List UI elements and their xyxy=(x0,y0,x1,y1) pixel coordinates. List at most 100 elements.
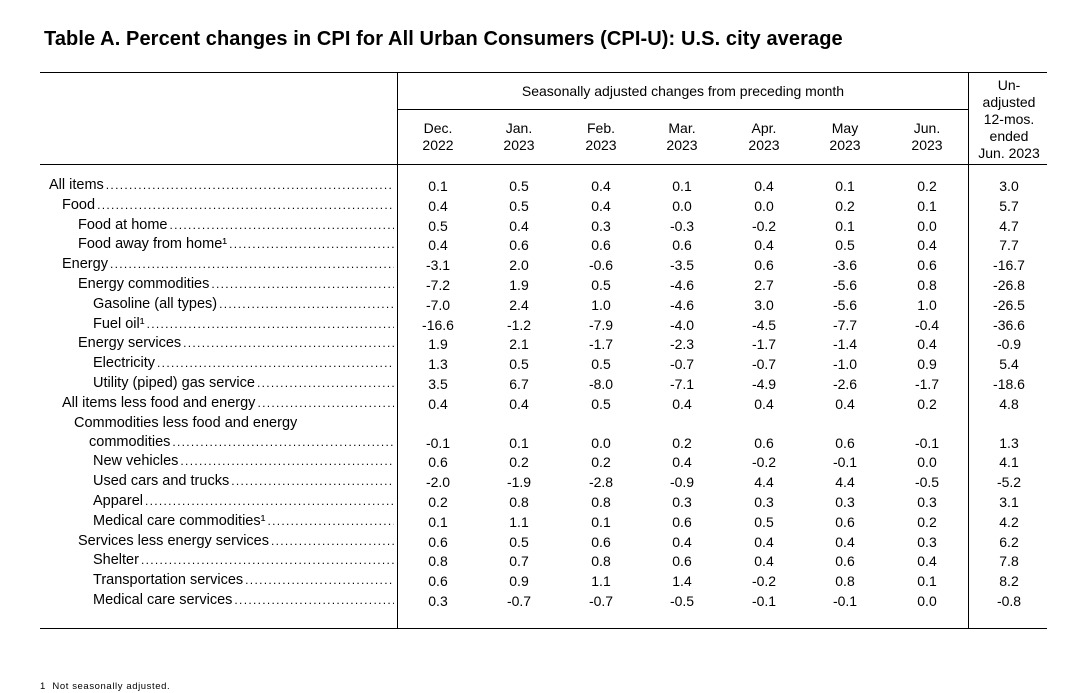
value-cell: 0.6 xyxy=(835,553,855,570)
row-label: Food at home............................… xyxy=(78,217,394,237)
leader-dots: ........................................… xyxy=(144,494,394,508)
value-cell: -7.7 xyxy=(832,316,858,333)
row-label-line1: Commodities less food and energy xyxy=(74,415,394,435)
unadjusted-line: adjusted xyxy=(982,94,1036,110)
value-cell: 0.2 xyxy=(591,454,611,471)
value-cell: 0.6 xyxy=(672,237,692,254)
unadjusted-value-cell: 4.1 xyxy=(999,454,1019,471)
value-cell: -4.6 xyxy=(669,296,695,313)
value-cell: -0.6 xyxy=(588,257,614,274)
month-label: Dec. xyxy=(423,120,453,136)
unadjusted-value-cell: 4.8 xyxy=(999,395,1019,412)
row-label-text: commodities xyxy=(89,433,171,450)
value-cell: -1.2 xyxy=(506,316,532,333)
leader-dots: ........................................… xyxy=(229,237,394,252)
value-cell: 0.3 xyxy=(591,217,611,234)
value-cell: 0.1 xyxy=(591,513,611,530)
value-cell: -0.9 xyxy=(669,474,695,491)
row-label-text: Utility (piped) gas service xyxy=(93,375,255,391)
row-label: Energy services.........................… xyxy=(78,335,394,355)
value-cell: 0.9 xyxy=(509,573,529,590)
footnote-marker: 1 xyxy=(40,681,46,692)
value-cell: -5.6 xyxy=(832,277,858,293)
value-cell: 1.9 xyxy=(509,277,529,293)
value-cell: 0.8 xyxy=(591,553,611,570)
value-cell: 0.1 xyxy=(917,197,937,214)
value-cell: 0.7 xyxy=(509,553,529,570)
value-cell: 1.9 xyxy=(428,336,448,353)
leader-dots: ........................................… xyxy=(245,573,394,588)
value-cell: 0.6 xyxy=(591,237,611,254)
leader-dots: ........................................… xyxy=(211,277,394,291)
month-label: Feb. xyxy=(586,120,615,136)
value-cell: 0.0 xyxy=(591,434,611,451)
month-label: Mar. xyxy=(668,120,696,136)
value-cell: 0.0 xyxy=(672,197,692,214)
value-cell: 0.2 xyxy=(428,494,448,510)
seasonally-adjusted-group-header: Seasonally adjusted changes from precedi… xyxy=(521,83,845,99)
value-cell: 0.6 xyxy=(428,573,448,590)
value-cell: 0.1 xyxy=(672,178,692,194)
row-label-text: Food away from home¹ xyxy=(78,236,228,253)
row-label: Fuel oil¹...............................… xyxy=(93,316,394,336)
leader-dots: ........................................… xyxy=(146,316,394,331)
label-column-rule xyxy=(397,72,398,629)
value-cell: 0.3 xyxy=(835,494,855,510)
value-cell: 4.4 xyxy=(835,474,855,491)
row-label: Shelter.................................… xyxy=(93,552,394,572)
value-cell: 0.3 xyxy=(672,494,692,510)
value-cell: 0.4 xyxy=(754,237,774,254)
value-cell: -0.4 xyxy=(914,316,940,333)
year-label: 2023 xyxy=(666,137,698,153)
leader-dots: ........................................… xyxy=(267,513,394,528)
leader-dots: ........................................… xyxy=(256,376,394,390)
value-cell: 0.6 xyxy=(428,533,448,550)
value-cell: 0.0 xyxy=(917,454,937,471)
value-cell: 0.5 xyxy=(591,356,611,373)
row-label: Apparel.................................… xyxy=(93,493,394,513)
row-label-text: Fuel oil¹ xyxy=(93,315,145,332)
unadjusted-column-rule xyxy=(968,72,969,629)
value-cell: -4.5 xyxy=(751,316,777,333)
value-cell: 0.6 xyxy=(509,237,529,254)
value-cell: 0.4 xyxy=(428,197,448,214)
value-cell: 0.5 xyxy=(509,533,529,550)
value-cell: 0.6 xyxy=(672,513,692,530)
month-column-header: Feb. 2023 xyxy=(561,120,641,154)
row-label: All items less food and energy..........… xyxy=(62,395,394,415)
value-cell: 0.5 xyxy=(835,237,855,254)
year-label: 2022 xyxy=(422,137,454,153)
leader-dots: ........................................… xyxy=(109,257,394,272)
value-cell: 0.6 xyxy=(835,513,855,530)
leader-dots: ........................................… xyxy=(183,336,394,351)
value-cell: 0.4 xyxy=(591,197,611,214)
value-cell: 0.4 xyxy=(754,553,774,570)
table-title: Table A. Percent changes in CPI for All … xyxy=(44,28,843,50)
unadjusted-column-header: Un- adjusted 12-mos. ended Jun. 2023 xyxy=(969,77,1049,162)
row-label: Utility (piped) gas service.............… xyxy=(93,375,394,395)
value-cell: 0.4 xyxy=(428,237,448,254)
value-cell: 0.4 xyxy=(754,395,774,412)
value-cell: 0.2 xyxy=(509,454,529,471)
value-cell: 1.0 xyxy=(917,296,937,313)
value-cell: 0.3 xyxy=(917,533,937,550)
value-cell: 0.4 xyxy=(835,395,855,412)
value-cell: 0.5 xyxy=(591,277,611,293)
value-cell: 0.2 xyxy=(672,434,692,451)
row-label-text: Electricity xyxy=(93,355,156,372)
row-label-text: Food xyxy=(62,196,96,213)
value-cell: 2.4 xyxy=(509,296,529,313)
unadjusted-value-cell: 5.4 xyxy=(999,356,1019,373)
value-cell: -7.1 xyxy=(669,376,695,392)
unadjusted-line: Jun. 2023 xyxy=(978,145,1040,161)
value-cell: 0.6 xyxy=(591,533,611,550)
value-cell: 0.4 xyxy=(917,237,937,254)
value-cell: 0.5 xyxy=(509,197,529,214)
row-label-text: Shelter xyxy=(93,552,139,569)
leader-dots: ........................................… xyxy=(180,454,394,469)
leader-dots: ........................................… xyxy=(169,217,394,232)
unadjusted-value-cell: 7.8 xyxy=(999,553,1019,570)
row-label: Energy..................................… xyxy=(62,256,394,276)
value-cell: 0.1 xyxy=(917,573,937,590)
value-cell: 1.1 xyxy=(591,573,611,590)
